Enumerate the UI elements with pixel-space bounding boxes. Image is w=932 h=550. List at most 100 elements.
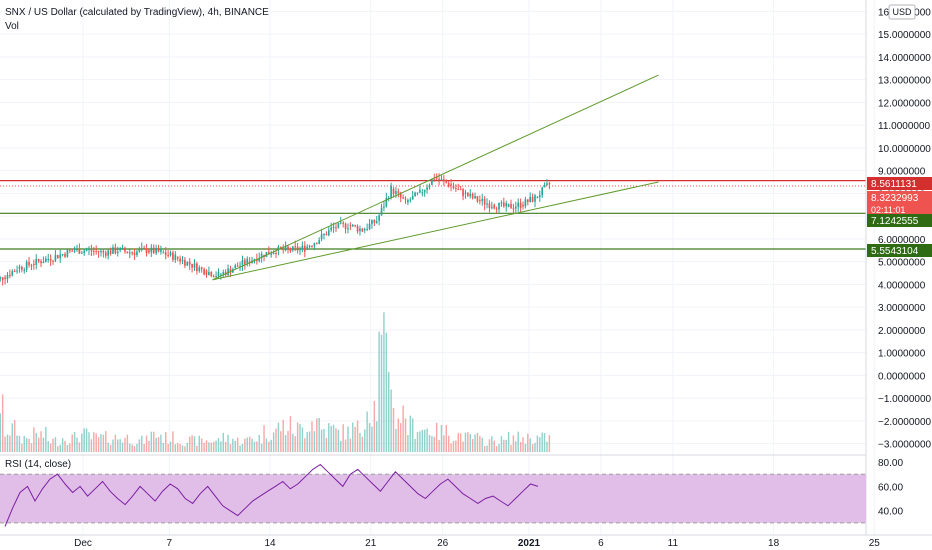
- candle-body[interactable]: [136, 251, 138, 256]
- candle-body[interactable]: [49, 258, 52, 261]
- candle-body[interactable]: [287, 246, 289, 249]
- candle-body[interactable]: [375, 221, 378, 223]
- candle-body[interactable]: [404, 198, 407, 200]
- candle-body[interactable]: [546, 183, 548, 185]
- candle-body[interactable]: [519, 202, 522, 209]
- candle-body[interactable]: [152, 247, 155, 254]
- candle-body[interactable]: [47, 258, 50, 260]
- candle-body[interactable]: [236, 265, 239, 267]
- candle-body[interactable]: [531, 196, 534, 202]
- candle-body[interactable]: [145, 248, 148, 254]
- candle-body[interactable]: [59, 254, 62, 259]
- candle-body[interactable]: [188, 261, 191, 265]
- candle-body[interactable]: [462, 189, 464, 197]
- candle-body[interactable]: [80, 252, 83, 254]
- candle-body[interactable]: [356, 226, 359, 232]
- candle-body[interactable]: [291, 246, 294, 251]
- candle-body[interactable]: [359, 228, 361, 232]
- candle-body[interactable]: [308, 246, 311, 248]
- candle-body[interactable]: [174, 254, 177, 260]
- candle-body[interactable]: [488, 203, 491, 208]
- candle-body[interactable]: [431, 179, 433, 185]
- candle-body[interactable]: [44, 258, 47, 262]
- candle-body[interactable]: [143, 247, 145, 249]
- candle-body[interactable]: [198, 267, 201, 272]
- candle-body[interactable]: [133, 252, 136, 256]
- candle-body[interactable]: [315, 243, 318, 245]
- price-axis[interactable]: 16.000000015.000000014.000000013.0000000…: [878, 7, 932, 450]
- candle-body[interactable]: [378, 215, 380, 221]
- candle-body[interactable]: [320, 234, 323, 239]
- candle-body[interactable]: [548, 183, 551, 185]
- candle-body[interactable]: [327, 230, 330, 236]
- candle-body[interactable]: [155, 248, 157, 254]
- candle-body[interactable]: [169, 252, 172, 256]
- candle-body[interactable]: [222, 272, 225, 275]
- candle-body[interactable]: [366, 228, 368, 230]
- candle-body[interactable]: [114, 247, 117, 254]
- candle-body[interactable]: [428, 184, 431, 188]
- candle-body[interactable]: [191, 263, 193, 268]
- candle-body[interactable]: [481, 198, 484, 202]
- candle-body[interactable]: [363, 229, 366, 231]
- candle-body[interactable]: [457, 189, 460, 191]
- candle-body[interactable]: [64, 254, 66, 257]
- candle-body[interactable]: [332, 226, 335, 228]
- trend-line[interactable]: [212, 74, 659, 281]
- candle-body[interactable]: [517, 202, 520, 207]
- candle-body[interactable]: [534, 195, 536, 202]
- candle-body[interactable]: [9, 275, 11, 277]
- candle-body[interactable]: [483, 198, 486, 205]
- candle-body[interactable]: [184, 259, 186, 266]
- candle-body[interactable]: [23, 269, 26, 271]
- candle-body[interactable]: [450, 184, 452, 186]
- candle-body[interactable]: [407, 199, 409, 203]
- candle-body[interactable]: [368, 223, 371, 229]
- candle-body[interactable]: [28, 261, 30, 266]
- candle-body[interactable]: [220, 274, 222, 276]
- candle-body[interactable]: [11, 271, 14, 276]
- candle-body[interactable]: [0, 277, 2, 279]
- candle-body[interactable]: [150, 247, 153, 253]
- candle-body[interactable]: [42, 261, 45, 264]
- candle-body[interactable]: [215, 276, 217, 278]
- candle-body[interactable]: [471, 193, 474, 199]
- candle-body[interactable]: [505, 203, 508, 207]
- candle-body[interactable]: [311, 246, 313, 248]
- candle-body[interactable]: [323, 234, 325, 236]
- candle-body[interactable]: [390, 185, 392, 198]
- candle-body[interactable]: [397, 191, 400, 193]
- candle-body[interactable]: [306, 246, 309, 248]
- candle-body[interactable]: [426, 187, 428, 190]
- candle-body[interactable]: [371, 219, 373, 224]
- candle-body[interactable]: [203, 268, 205, 275]
- candle-body[interactable]: [536, 197, 539, 199]
- candle-body[interactable]: [121, 247, 124, 249]
- candle-body[interactable]: [277, 246, 280, 251]
- candle-body[interactable]: [351, 224, 354, 227]
- candle-body[interactable]: [138, 249, 141, 252]
- candle-body[interactable]: [124, 247, 126, 252]
- candle-body[interactable]: [25, 261, 28, 270]
- candle-body[interactable]: [380, 207, 383, 216]
- candle-body[interactable]: [128, 252, 131, 254]
- candle-body[interactable]: [433, 179, 436, 181]
- candle-body[interactable]: [52, 260, 54, 262]
- candle-body[interactable]: [479, 200, 481, 202]
- candle-body[interactable]: [452, 185, 455, 188]
- candle-body[interactable]: [299, 248, 301, 251]
- candle-body[interactable]: [289, 248, 292, 252]
- candle-body[interactable]: [33, 263, 35, 265]
- candle-body[interactable]: [498, 202, 500, 210]
- candle-body[interactable]: [440, 179, 443, 181]
- candle-body[interactable]: [37, 258, 40, 262]
- candle-body[interactable]: [416, 192, 419, 194]
- candle-body[interactable]: [95, 251, 98, 253]
- candle-body[interactable]: [500, 202, 503, 204]
- candle-body[interactable]: [272, 252, 275, 254]
- candle-body[interactable]: [318, 240, 321, 244]
- candle-body[interactable]: [179, 258, 181, 262]
- candle-body[interactable]: [200, 267, 203, 269]
- candle-body[interactable]: [176, 257, 179, 259]
